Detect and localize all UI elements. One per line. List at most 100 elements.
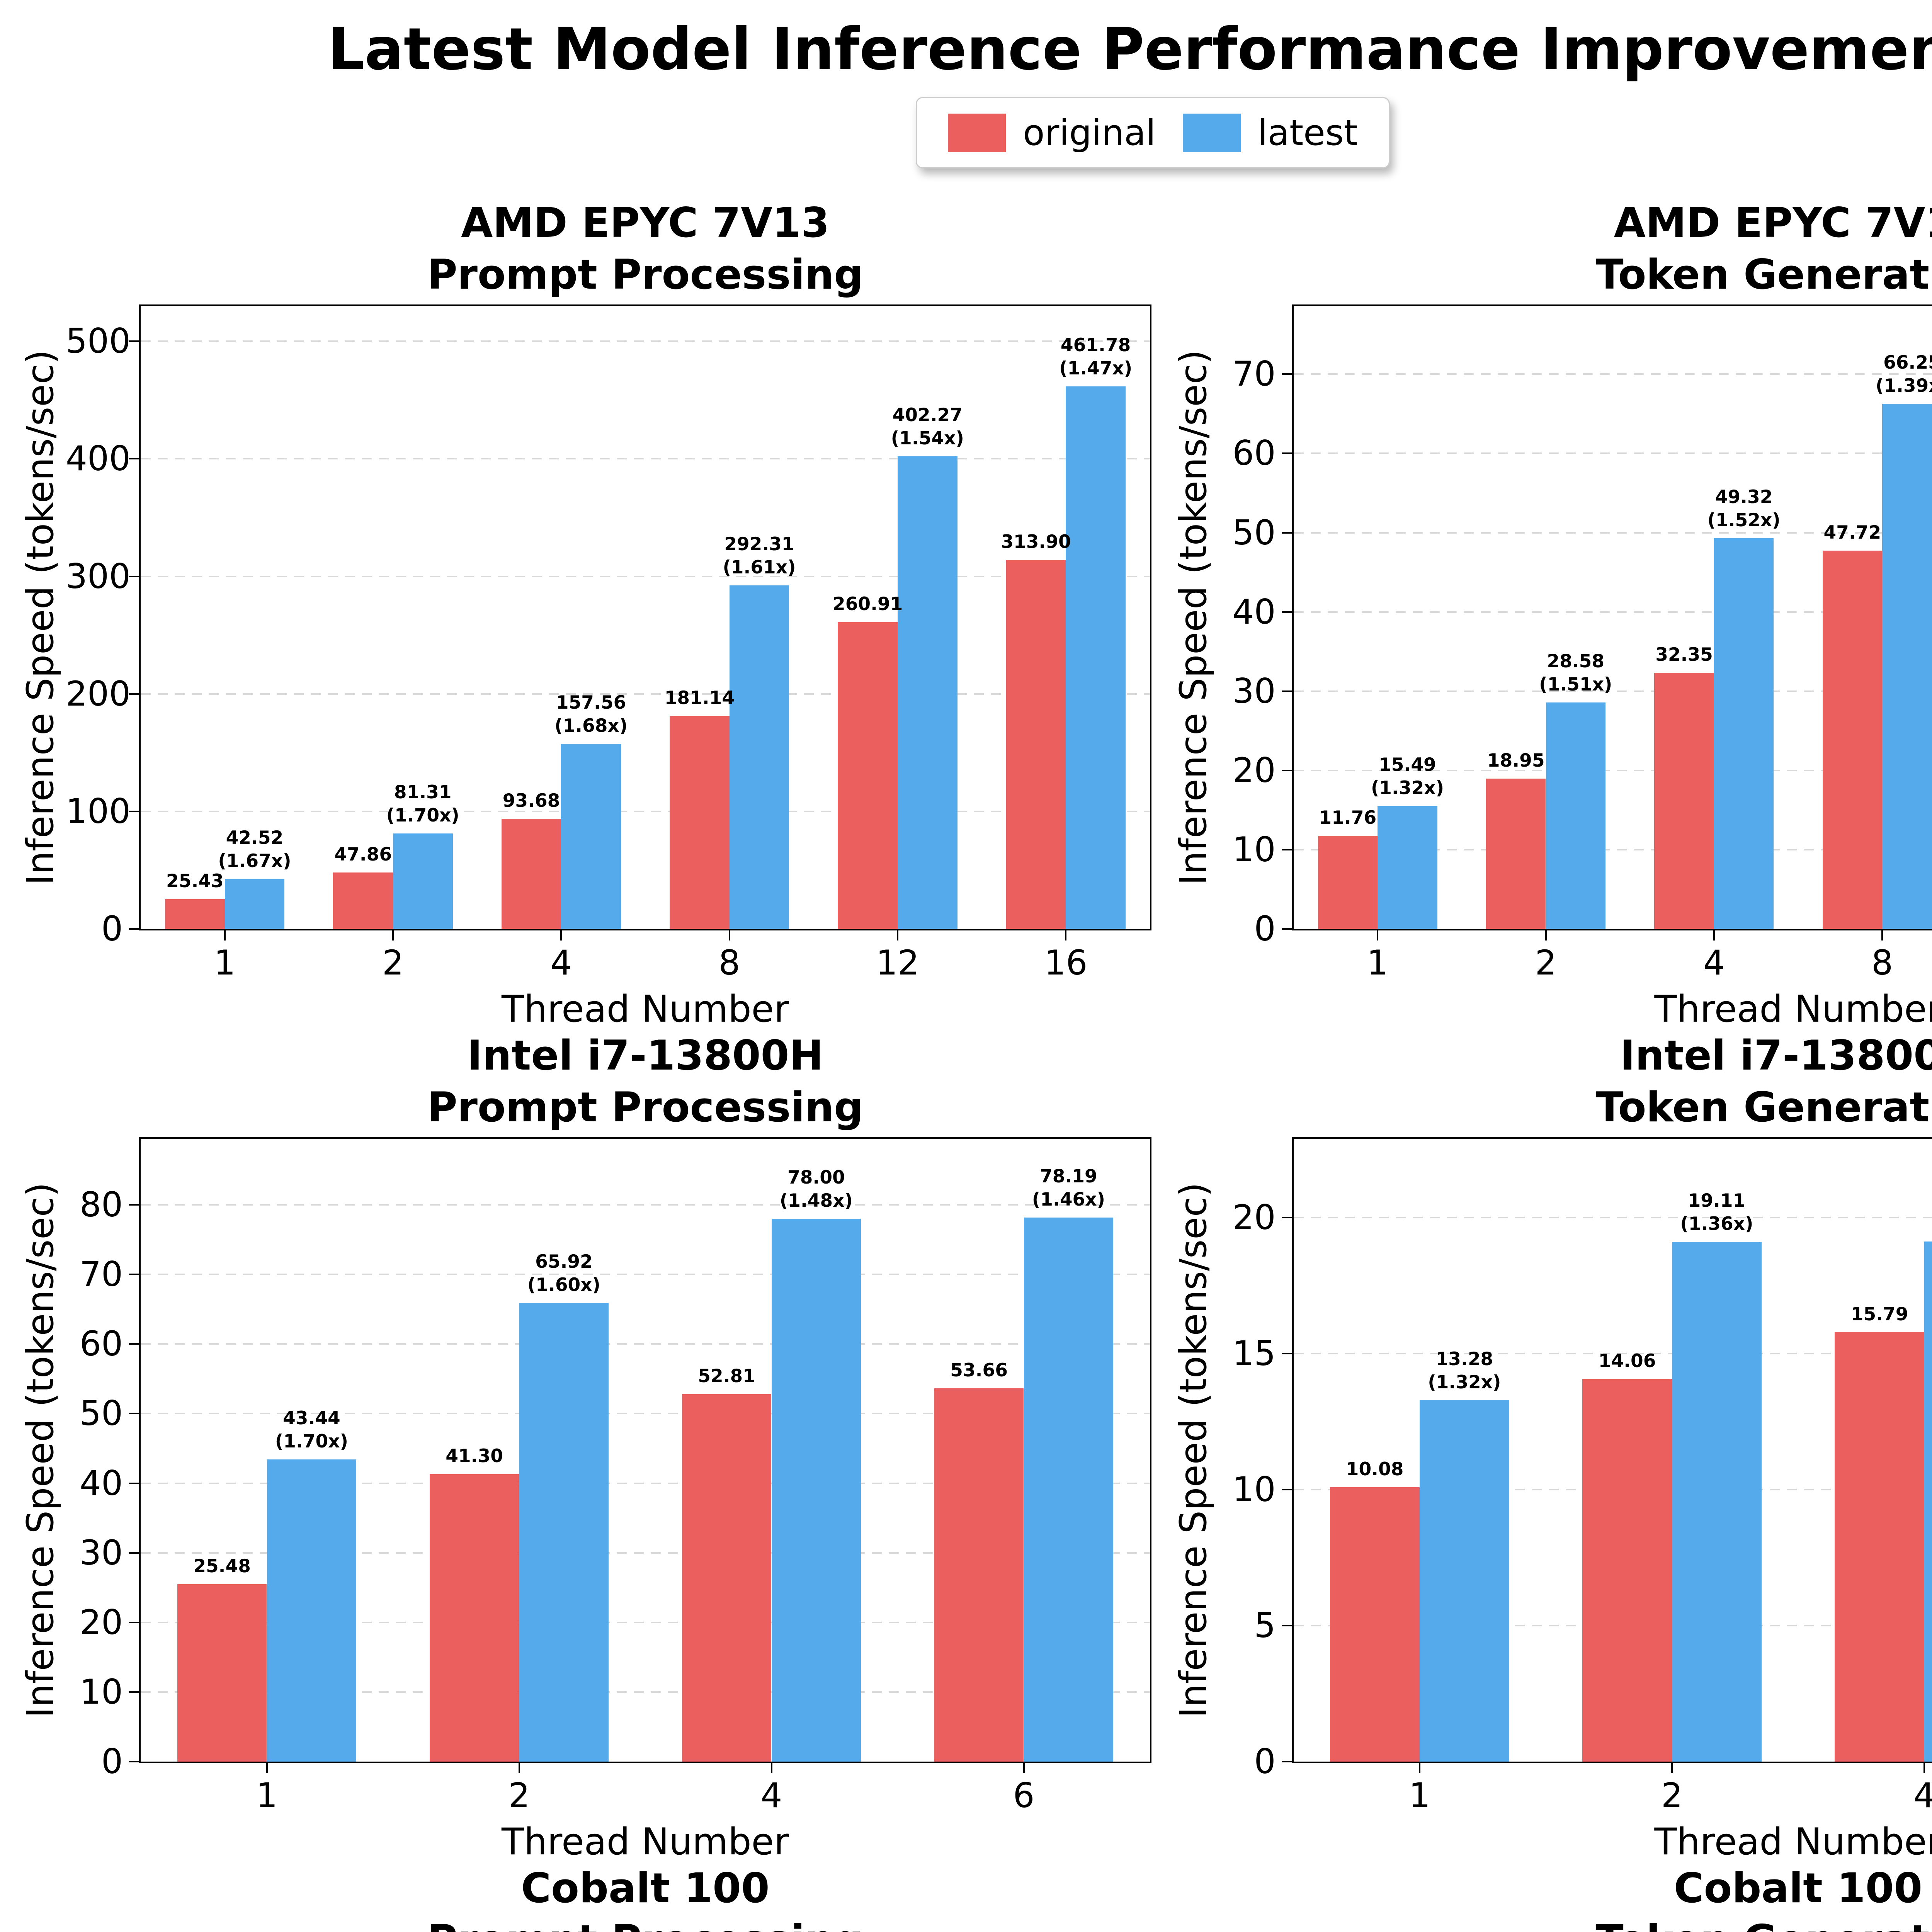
gridline [1293, 452, 1932, 454]
bar-original [1582, 1379, 1672, 1762]
x-tick-label: 2 [508, 1776, 530, 1815]
subplot-title-test: Token Generation [1595, 1916, 1932, 1932]
bar-label-original: 25.43 [166, 870, 224, 892]
x-axis-label: Thread Number [502, 988, 789, 1031]
latest-speedup: (1.60x) [527, 1274, 601, 1296]
latest-value: 49.32 [1715, 486, 1773, 508]
y-tick-label: 60 [80, 1324, 123, 1364]
bar-original [934, 1388, 1024, 1762]
y-tick-mark [1282, 1761, 1292, 1762]
x-tick-mark [392, 930, 394, 940]
y-tick-mark [129, 810, 139, 812]
plot-area: 25.43 42.52 (1.67x) 47.86 81.31 (1.70x) 93.68 1… [139, 304, 1151, 930]
bar-label-latest: 66.25(1.39x) [1876, 351, 1932, 398]
x-tick-mark [560, 930, 562, 940]
bar-label-latest: 81.31 (1.70x) [386, 781, 459, 827]
bar-original [177, 1584, 267, 1762]
latest-speedup: (1.46x) [1032, 1189, 1105, 1210]
gridline [141, 1691, 1150, 1693]
latest-value: 81.31 [394, 781, 452, 803]
y-tick-mark [1282, 373, 1292, 375]
gridline [141, 1274, 1150, 1276]
bar-latest [1024, 1217, 1114, 1762]
x-tick-label: 16 [1044, 943, 1088, 983]
bar-label-latest: 43.44 (1.70x) [275, 1407, 348, 1453]
y-axis-label: Inference Speed (tokens/sec) [1172, 349, 1215, 886]
bar-original [1330, 1487, 1420, 1762]
y-tick-mark [129, 693, 139, 695]
x-tick-label: 1 [256, 1776, 278, 1815]
y-tick-mark [1282, 769, 1292, 771]
subplot-amd-token-generation: AMD EPYC 7V13 Token Generation Inference… [1153, 192, 1932, 1030]
y-tick-label: 30 [1232, 671, 1276, 711]
chart-wrap: Inference Speed (tokens/sec) 25.48 43.44(… [15, 1137, 1153, 1821]
bar-original [1006, 560, 1066, 929]
bar-original [1486, 779, 1546, 929]
latest-speedup: (1.36x) [1680, 1213, 1753, 1235]
bar-label-latest: 157.56 (1.68x) [554, 691, 628, 738]
bar-label-original: 10.08 [1346, 1459, 1404, 1480]
bar-label-original: 260.91 [833, 594, 903, 615]
subplot-title-test: Token Generation [1595, 251, 1932, 298]
y-tick-label: 10 [80, 1672, 123, 1712]
gridline [141, 693, 1150, 695]
y-tick-mark [129, 575, 139, 577]
x-tick-label: 6 [1013, 1776, 1035, 1815]
subplot-title-hardware: AMD EPYC 7V13 [461, 199, 830, 247]
subplot-title: Intel i7-13800H Token Generation [1292, 1030, 1932, 1133]
y-tick-label: 500 [66, 321, 131, 361]
bar-latest [1924, 1242, 1932, 1762]
gridline [141, 810, 1150, 812]
subplot-cobalt-token-generation: Cobalt 100 Token Generation Inference Sp… [1153, 1857, 1932, 1932]
y-axis-label: Inference Speed (tokens/sec) [19, 349, 62, 886]
latest-value: 461.78 [1060, 334, 1131, 356]
subplot-grid: AMD EPYC 7V13 Prompt Processing Inferenc… [0, 192, 1932, 1932]
latest-value: 28.58 [1547, 650, 1605, 672]
bar-latest [1378, 806, 1437, 929]
bar-latest [267, 1459, 357, 1762]
y-tick-label: 70 [80, 1254, 123, 1294]
x-axis-label: Thread Number [1654, 988, 1932, 1031]
bar-label-original: 53.66 [950, 1359, 1008, 1381]
latest-speedup: (1.39x) [1875, 375, 1932, 397]
x-tick-mark [1065, 930, 1067, 940]
x-tick-mark [770, 1763, 772, 1773]
subplot-title: Cobalt 100 Token Generation [1292, 1862, 1932, 1932]
subplot-title: Intel i7-13800H Prompt Processing [139, 1030, 1151, 1133]
bar-label-original: 41.30 [446, 1446, 503, 1467]
y-tick-mark [129, 1552, 139, 1554]
y-tick-label: 70 [1232, 354, 1276, 394]
x-tick-label: 2 [1661, 1776, 1683, 1815]
y-tick-mark [129, 1274, 139, 1276]
bar-label-latest: 292.31 (1.61x) [723, 533, 796, 579]
bar-original [1822, 551, 1883, 929]
x-tick-label: 2 [382, 943, 404, 983]
subplot-title-test: Prompt Processing [427, 1916, 863, 1932]
plot-region: 10.08 13.28(1.32x) 14.06 19.11(1.36x) 15.79 1… [1219, 1137, 1932, 1821]
y-tick-mark [1282, 690, 1292, 692]
legend-swatch-original [948, 113, 1006, 152]
bar-label-original: 11.76 [1319, 807, 1377, 828]
bar-latest [729, 585, 789, 929]
y-tick-label: 50 [80, 1393, 123, 1434]
gridline [141, 1343, 1150, 1345]
bar-latest [1882, 404, 1932, 929]
gridline [1293, 769, 1932, 771]
subplot-title-test: Prompt Processing [427, 251, 864, 298]
latest-value: 13.28 [1435, 1349, 1493, 1370]
bar-label-original: 32.35 [1655, 644, 1713, 665]
bar-latest [1714, 538, 1774, 929]
x-tick-label: 1 [214, 943, 236, 983]
bar-latest [898, 456, 957, 929]
latest-value: 43.44 [283, 1407, 340, 1429]
bar-label-latest: 19.11 (1.36x) [1680, 1189, 1753, 1236]
bar-label-original: 25.48 [193, 1556, 251, 1577]
latest-value: 15.49 [1379, 754, 1436, 776]
x-tick-mark [728, 930, 730, 940]
x-tick-mark [1377, 930, 1379, 940]
y-axis-label: Inference Speed (tokens/sec) [19, 1182, 62, 1718]
latest-speedup: (1.68x) [554, 715, 628, 736]
legend-label-original: original [1023, 112, 1156, 153]
subplot-title: AMD EPYC 7V13 Token Generation [1292, 197, 1932, 301]
